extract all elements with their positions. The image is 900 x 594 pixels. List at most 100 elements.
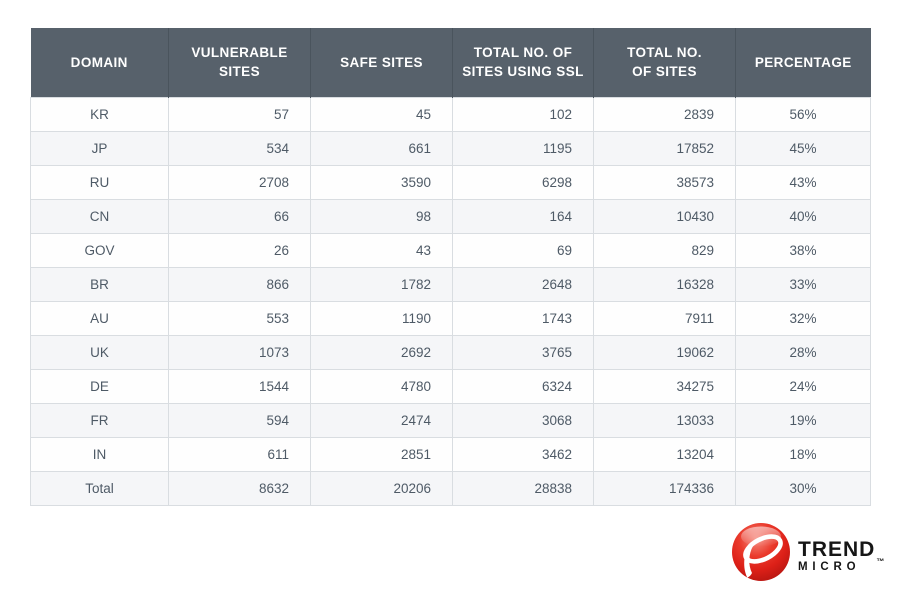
domain-cell: FR xyxy=(30,402,169,438)
value-cell: 1782 xyxy=(310,266,453,302)
value-cell: 3590 xyxy=(310,164,453,200)
value-cell: 13204 xyxy=(593,436,736,472)
value-cell: 534 xyxy=(168,130,311,166)
value-cell: 553 xyxy=(168,300,311,336)
value-cell: 18% xyxy=(735,436,871,472)
value-cell: 26 xyxy=(168,232,311,268)
table-row: CN 66 98 164 10430 40% xyxy=(30,198,871,234)
value-cell: 20206 xyxy=(310,470,453,506)
table-row: DE 1544 4780 6324 34275 24% xyxy=(30,368,871,404)
value-cell: 24% xyxy=(735,368,871,404)
table-row: UK 1073 2692 3765 19062 28% xyxy=(30,334,871,370)
value-cell: 56% xyxy=(735,96,871,132)
table-row: IN 611 2851 3462 13204 18% xyxy=(30,436,871,472)
value-cell: 69 xyxy=(452,232,594,268)
value-cell: 3068 xyxy=(452,402,594,438)
value-cell: 10430 xyxy=(593,198,736,234)
value-cell: 1190 xyxy=(310,300,453,336)
table-row: KR 57 45 102 2839 56% xyxy=(30,96,871,132)
value-cell: 19062 xyxy=(593,334,736,370)
ssl-sites-table-container: DOMAIN VULNERABLE SITES SAFE SITES TOTAL NO… xyxy=(30,28,871,506)
value-cell: 32% xyxy=(735,300,871,336)
table-body: KR 57 45 102 2839 56% JP 534 661 1195 17852 45% RU 27… xyxy=(30,96,871,506)
value-cell: 16328 xyxy=(593,266,736,302)
value-cell: 2708 xyxy=(168,164,311,200)
value-cell: 17852 xyxy=(593,130,736,166)
value-cell: 1743 xyxy=(452,300,594,336)
value-cell: 611 xyxy=(168,436,311,472)
column-header: SAFE SITES xyxy=(310,28,453,97)
domain-cell: JP xyxy=(30,130,169,166)
column-header: TOTAL NO. OF SITES xyxy=(593,28,736,97)
value-cell: 6324 xyxy=(452,368,594,404)
domain-cell: IN xyxy=(30,436,169,472)
table-row: Total 8632 20206 28838 174336 30% xyxy=(30,470,871,506)
brand-name-trend: TREND xyxy=(798,537,876,561)
value-cell: 7911 xyxy=(593,300,736,336)
trend-micro-ball-icon xyxy=(732,523,790,581)
value-cell: 19% xyxy=(735,402,871,438)
value-cell: 2839 xyxy=(593,96,736,132)
value-cell: 8632 xyxy=(168,470,311,506)
value-cell: 33% xyxy=(735,266,871,302)
value-cell: 30% xyxy=(735,470,871,506)
domain-cell: CN xyxy=(30,198,169,234)
value-cell: 164 xyxy=(452,198,594,234)
column-header: PERCENTAGE xyxy=(735,28,871,97)
value-cell: 40% xyxy=(735,198,871,234)
value-cell: 4780 xyxy=(310,368,453,404)
domain-cell: BR xyxy=(30,266,169,302)
domain-cell: RU xyxy=(30,164,169,200)
column-header: DOMAIN xyxy=(30,28,169,97)
value-cell: 34275 xyxy=(593,368,736,404)
domain-cell: GOV xyxy=(30,232,169,268)
column-header: TOTAL NO. OF SITES USING SSL xyxy=(452,28,594,97)
table-row: AU 553 1190 1743 7911 32% xyxy=(30,300,871,336)
value-cell: 1195 xyxy=(452,130,594,166)
value-cell: 57 xyxy=(168,96,311,132)
table-row: FR 594 2474 3068 13033 19% xyxy=(30,402,871,438)
value-cell: 28838 xyxy=(452,470,594,506)
value-cell: 28% xyxy=(735,334,871,370)
value-cell: 174336 xyxy=(593,470,736,506)
value-cell: 2648 xyxy=(452,266,594,302)
value-cell: 829 xyxy=(593,232,736,268)
table-row: RU 2708 3590 6298 38573 43% xyxy=(30,164,871,200)
value-cell: 661 xyxy=(310,130,453,166)
value-cell: 594 xyxy=(168,402,311,438)
table-row: BR 866 1782 2648 16328 33% xyxy=(30,266,871,302)
value-cell: 98 xyxy=(310,198,453,234)
domain-cell: UK xyxy=(30,334,169,370)
brand-name-micro: MICRO xyxy=(798,560,861,573)
trend-micro-wordmark: TREND MICRO ™ xyxy=(798,531,884,574)
value-cell: 43% xyxy=(735,164,871,200)
domain-cell: KR xyxy=(30,96,169,132)
column-header: VULNERABLE SITES xyxy=(168,28,311,97)
value-cell: 6298 xyxy=(452,164,594,200)
table-header: DOMAIN VULNERABLE SITES SAFE SITES TOTAL NO… xyxy=(30,28,871,97)
value-cell: 2474 xyxy=(310,402,453,438)
domain-cell: AU xyxy=(30,300,169,336)
value-cell: 102 xyxy=(452,96,594,132)
table-header-row: DOMAIN VULNERABLE SITES SAFE SITES TOTAL NO… xyxy=(30,28,871,97)
table-row: GOV 26 43 69 829 38% xyxy=(30,232,871,268)
trademark-symbol: ™ xyxy=(876,556,885,566)
value-cell: 1073 xyxy=(168,334,311,370)
value-cell: 866 xyxy=(168,266,311,302)
value-cell: 2851 xyxy=(310,436,453,472)
domain-cell: Total xyxy=(30,470,169,506)
value-cell: 43 xyxy=(310,232,453,268)
value-cell: 3462 xyxy=(452,436,594,472)
trend-micro-logo: TREND MICRO ™ xyxy=(731,522,884,582)
value-cell: 13033 xyxy=(593,402,736,438)
value-cell: 2692 xyxy=(310,334,453,370)
value-cell: 38% xyxy=(735,232,871,268)
value-cell: 38573 xyxy=(593,164,736,200)
table-row: JP 534 661 1195 17852 45% xyxy=(30,130,871,166)
value-cell: 45% xyxy=(735,130,871,166)
ssl-sites-by-domain-table: DOMAIN VULNERABLE SITES SAFE SITES TOTAL NO… xyxy=(30,28,871,506)
domain-cell: DE xyxy=(30,368,169,404)
value-cell: 66 xyxy=(168,198,311,234)
value-cell: 1544 xyxy=(168,368,311,404)
value-cell: 3765 xyxy=(452,334,594,370)
